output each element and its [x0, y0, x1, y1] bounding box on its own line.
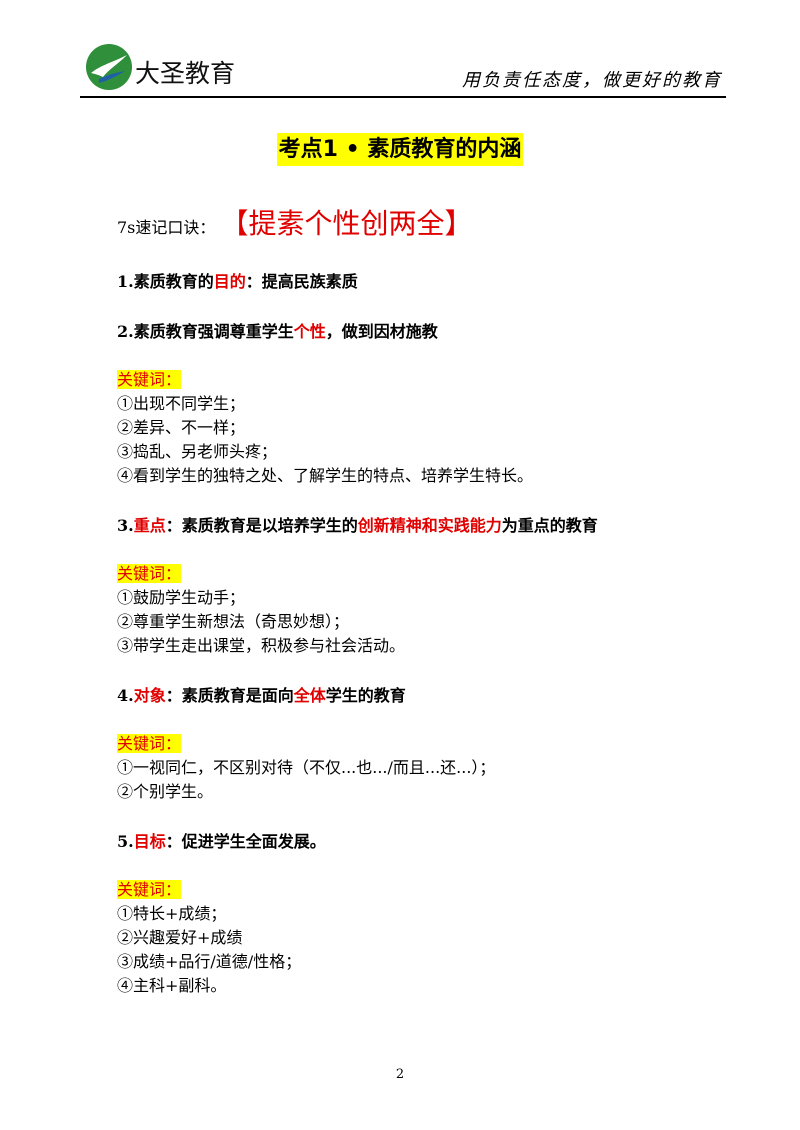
- section-heading: 4.对象：素质教育是面向全体学生的教育: [117, 684, 737, 708]
- heading-segment: 重点: [133, 516, 166, 535]
- heading-segment: 个性: [293, 322, 326, 341]
- keyword-item: ①出现不同学生；: [117, 394, 246, 413]
- keywords: 关键词： ①特长+成绩； ②兴趣爱好+成绩 ③成绩+品行/道德/性格； ④主科+副科。: [117, 878, 737, 998]
- logo: [86, 44, 132, 90]
- keywords-label-line: 关键词：: [117, 562, 737, 586]
- heading-segment: 4.: [117, 686, 134, 705]
- brand: 大圣教育: [135, 59, 236, 88]
- keywords-label-line: 关键词：: [117, 368, 737, 392]
- keyword-item: ③带学生走出课堂，积极参与社会活动。: [117, 636, 406, 655]
- keywords-label: 关键词：: [117, 564, 182, 583]
- header: 大圣教育 用负责任态度，做更好的教育: [80, 40, 726, 98]
- section-heading: 5.目标：促进学生全面发展。: [117, 830, 737, 854]
- heading-segment: ：素质教育是面向: [165, 686, 294, 705]
- heading-segment: ：素质教育是以培养学生的: [165, 516, 358, 535]
- heading-segment: 3.: [117, 516, 134, 535]
- keywords-label: 关键词：: [117, 880, 182, 899]
- heading-segment: 对象: [133, 686, 166, 705]
- content: 7s速记口诀： 【提素个性创两全】 1.素质教育的目的：提高民族素质 2.素质教育…: [117, 204, 737, 998]
- keywords-label: 关键词：: [117, 734, 182, 753]
- keyword-item: ①一视同仁，不区别对待（不仅...也.../而且...还...）；: [117, 758, 496, 777]
- slogan: 用负责任态度，做更好的教育: [462, 70, 722, 91]
- heading-segment: 5.: [117, 832, 134, 851]
- heading-segment: 全体: [293, 686, 326, 705]
- heading-segment: 2.素质教育强调尊重学生: [117, 322, 294, 341]
- keyword-item: ②尊重学生新想法（奇思妙想）；: [117, 612, 350, 631]
- section-heading: 2.素质教育强调尊重学生个性，做到因材施教: [117, 320, 737, 344]
- keyword-item: ④看到学生的独特之处、了解学生的特点、培养学生特长。: [117, 466, 534, 485]
- heading-segment: 为重点的教育: [501, 516, 598, 535]
- keywords: 关键词： ①鼓励学生动手； ②尊重学生新想法（奇思妙想）； ③带学生走出课堂，积极参与…: [117, 562, 737, 658]
- keyword-item: ④主科+副科。: [117, 976, 227, 995]
- title: 考点1 • 素质教育的内涵: [276, 133, 524, 166]
- mnemonic-text: 【提素个性创两全】: [220, 207, 473, 240]
- keyword-item: ②差异、不一样；: [117, 418, 246, 437]
- heading-segment: 目标: [133, 832, 166, 851]
- title-wrap: 考点1 • 素质教育的内涵: [0, 131, 800, 166]
- heading-segment: 创新精神和实践能力: [357, 516, 502, 535]
- heading-segment: 1.素质教育的: [117, 272, 214, 291]
- section-heading: 3.重点：素质教育是以培养学生的创新精神和实践能力为重点的教育: [117, 514, 737, 538]
- section-heading: 1.素质教育的目的：提高民族素质: [117, 270, 737, 294]
- keyword-item: ②个别学生。: [117, 782, 214, 801]
- mnemonic: 7s速记口诀： 【提素个性创两全】: [117, 204, 737, 244]
- heading-segment: 学生的教育: [325, 686, 406, 705]
- keyword-item: ②兴趣爱好+成绩: [117, 928, 243, 947]
- keywords-label-line: 关键词：: [117, 878, 737, 902]
- mnemonic-label: 7s速记口诀：: [117, 218, 216, 237]
- heading-segment: ：提高民族素质: [245, 272, 358, 291]
- keywords: 关键词： ①一视同仁，不区别对待（不仅...也.../而且...还...）； ②个别…: [117, 732, 737, 804]
- heading-segment: ，做到因材施教: [325, 322, 438, 341]
- heading-segment: 目的: [213, 272, 246, 291]
- keyword-item: ①特长+成绩；: [117, 904, 227, 923]
- page-number: 2: [395, 1067, 405, 1082]
- keyword-item: ③成绩+品行/道德/性格；: [117, 952, 302, 971]
- keywords-label-line: 关键词：: [117, 732, 737, 756]
- keywords: 关键词： ①出现不同学生； ②差异、不一样； ③捣乱、另老师头疼； ④看到学生的独特之处…: [117, 368, 737, 488]
- keywords-label: 关键词：: [117, 370, 182, 389]
- heading-segment: ：促进学生全面发展。: [165, 832, 326, 851]
- keyword-item: ③捣乱、另老师头疼；: [117, 442, 278, 461]
- keyword-item: ①鼓励学生动手；: [117, 588, 246, 607]
